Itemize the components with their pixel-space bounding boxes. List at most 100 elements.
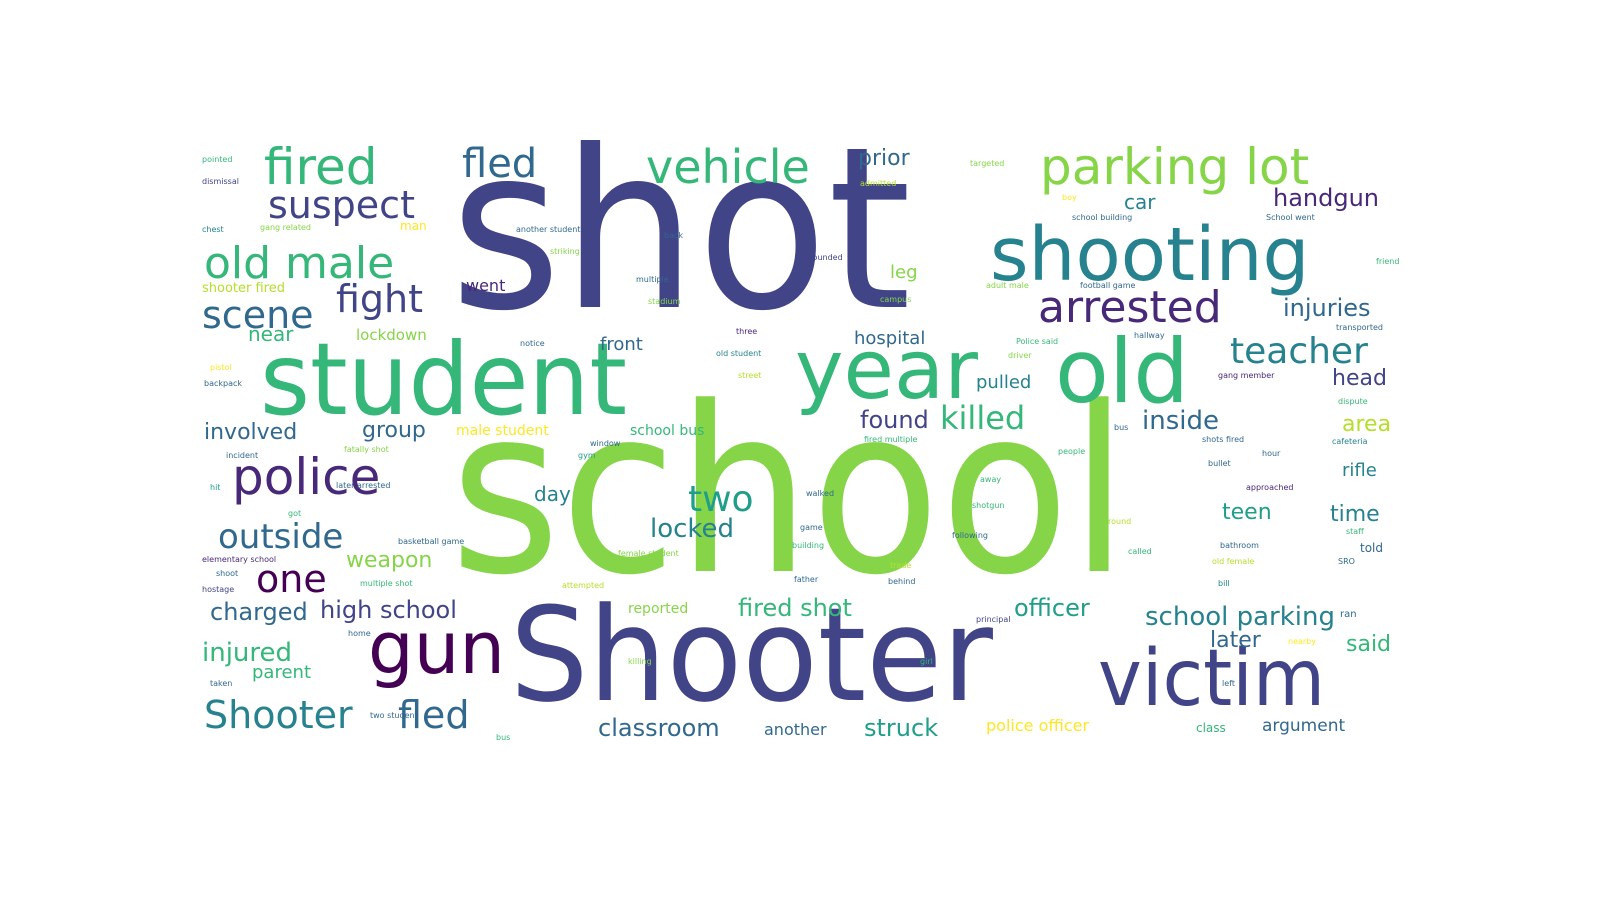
word: father (794, 575, 819, 584)
word: reported (628, 601, 689, 617)
word: car (1124, 190, 1156, 214)
word: inside (1142, 406, 1219, 436)
word: shooter fired (202, 281, 285, 296)
word: one (256, 557, 327, 601)
word: hit (210, 483, 221, 492)
word: building (792, 541, 825, 550)
word: outside (218, 517, 344, 557)
word: later (1210, 628, 1261, 653)
word: said (1346, 632, 1392, 657)
word: trade (890, 561, 912, 570)
word: gun (368, 606, 505, 690)
word: taken (210, 679, 233, 688)
word: school parking (1145, 602, 1336, 632)
word: pointed (202, 155, 233, 164)
word: shots fired (1202, 435, 1245, 444)
word: male student (456, 423, 549, 439)
word: elementary school (202, 555, 277, 564)
word: shooting (990, 212, 1310, 298)
word: striking (550, 247, 580, 256)
word: police (232, 448, 381, 506)
word: school building (1072, 213, 1133, 222)
word: following (952, 531, 988, 540)
word: people (1058, 447, 1086, 456)
word: year (795, 323, 978, 418)
word: behind (888, 577, 916, 586)
word: gang related (260, 223, 311, 232)
word: struck (864, 714, 939, 742)
word: left (1222, 679, 1235, 688)
word: school (450, 359, 1129, 626)
word: old student (716, 349, 762, 358)
word: SRO (1338, 557, 1355, 566)
word: cafeteria (1332, 437, 1368, 446)
word: targeted (970, 159, 1005, 168)
word: shotgun (972, 501, 1005, 510)
word: hospital (854, 328, 926, 349)
word: principal (976, 615, 1011, 624)
word: incident (226, 451, 259, 460)
word: boy (1062, 193, 1077, 202)
word: girl (920, 657, 933, 666)
word: wounded (806, 253, 843, 262)
word: killing (628, 657, 652, 666)
word: prior (858, 146, 910, 171)
word: home (348, 629, 371, 638)
word: transported (1336, 323, 1383, 332)
word: hostage (202, 585, 235, 594)
word: basketball game (398, 537, 465, 546)
word: fired shot (738, 594, 852, 622)
word: got (288, 509, 302, 518)
word: fatally shot (344, 445, 389, 454)
word: approached (1246, 483, 1294, 492)
word: class (1196, 721, 1226, 735)
word: went (466, 276, 506, 295)
word: fight (336, 277, 424, 321)
word: scene (202, 293, 314, 337)
word: bill (1218, 579, 1230, 588)
word: area (1342, 412, 1392, 437)
word: multiple (636, 275, 669, 284)
word: later arrested (336, 481, 391, 490)
word: called (1128, 547, 1152, 556)
word: round (1108, 517, 1132, 526)
word: game (800, 523, 823, 532)
word: police officer (986, 716, 1090, 735)
word: chest (202, 225, 224, 234)
word: pistol (210, 363, 232, 372)
word: killed (940, 399, 1026, 437)
word: walked (806, 489, 835, 498)
word: bathroom (1220, 541, 1259, 550)
word: school bus (630, 423, 705, 439)
word: group (362, 418, 426, 443)
word: bus (1114, 423, 1129, 432)
word: School went (1266, 213, 1315, 222)
word: fled (462, 141, 538, 187)
word: charged (210, 598, 308, 626)
word: pulled (976, 372, 1032, 393)
word: two (688, 479, 754, 520)
word: Shooter (204, 693, 353, 737)
word: old (1055, 320, 1190, 423)
word: rifle (1342, 460, 1377, 481)
word: window (590, 439, 621, 448)
word: three (736, 327, 758, 336)
word: staff (1346, 527, 1364, 536)
word: teacher (1230, 331, 1368, 372)
word: involved (204, 420, 298, 445)
word: teen (1222, 500, 1272, 525)
word: victim (1098, 634, 1326, 724)
word: man (400, 219, 427, 233)
word: another (764, 720, 827, 739)
word: Shooter (510, 579, 993, 731)
word: another student (516, 225, 581, 234)
word: parent (252, 662, 312, 683)
word: lockdown (356, 326, 427, 344)
word: adult male (986, 281, 1029, 290)
word: suspect (268, 183, 415, 227)
word: told (1360, 541, 1383, 555)
word: gym (578, 451, 596, 460)
word: bullet (1208, 459, 1231, 468)
word: injuries (1283, 294, 1371, 322)
word: weapon (346, 548, 433, 573)
